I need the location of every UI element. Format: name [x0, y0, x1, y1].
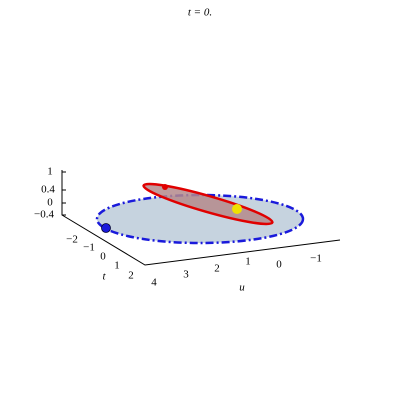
blue-point [101, 223, 111, 233]
u-tick-label: 0 [276, 259, 282, 271]
red-point [162, 184, 168, 190]
z-tick-label: 0 [47, 197, 53, 209]
z-tick-label: 1 [47, 166, 53, 178]
u-tick-label: −1 [310, 253, 322, 265]
z-tick-label: 0.4 [41, 184, 55, 196]
t-tick-label: −1 [83, 242, 95, 254]
title: t = 0. [188, 7, 212, 19]
t-tick-label: 2 [128, 270, 134, 282]
orbit-group [142, 182, 274, 226]
u-axis-label: u [239, 282, 245, 294]
t-tick-label: 1 [114, 260, 120, 272]
t-tick-label: −2 [66, 234, 78, 246]
u-tick-label: 1 [245, 256, 251, 268]
u-tick-label: 2 [214, 263, 220, 275]
z-tick-label: −0.4 [34, 209, 54, 221]
t-tick-label: 0 [100, 251, 106, 263]
disk [95, 193, 305, 245]
u-tick-label: 4 [151, 277, 157, 289]
t-axis-label: t [102, 271, 106, 283]
orbit [142, 182, 274, 226]
yellow-point [232, 204, 242, 214]
u-tick-label: 3 [183, 269, 189, 281]
axes [61, 170, 341, 266]
